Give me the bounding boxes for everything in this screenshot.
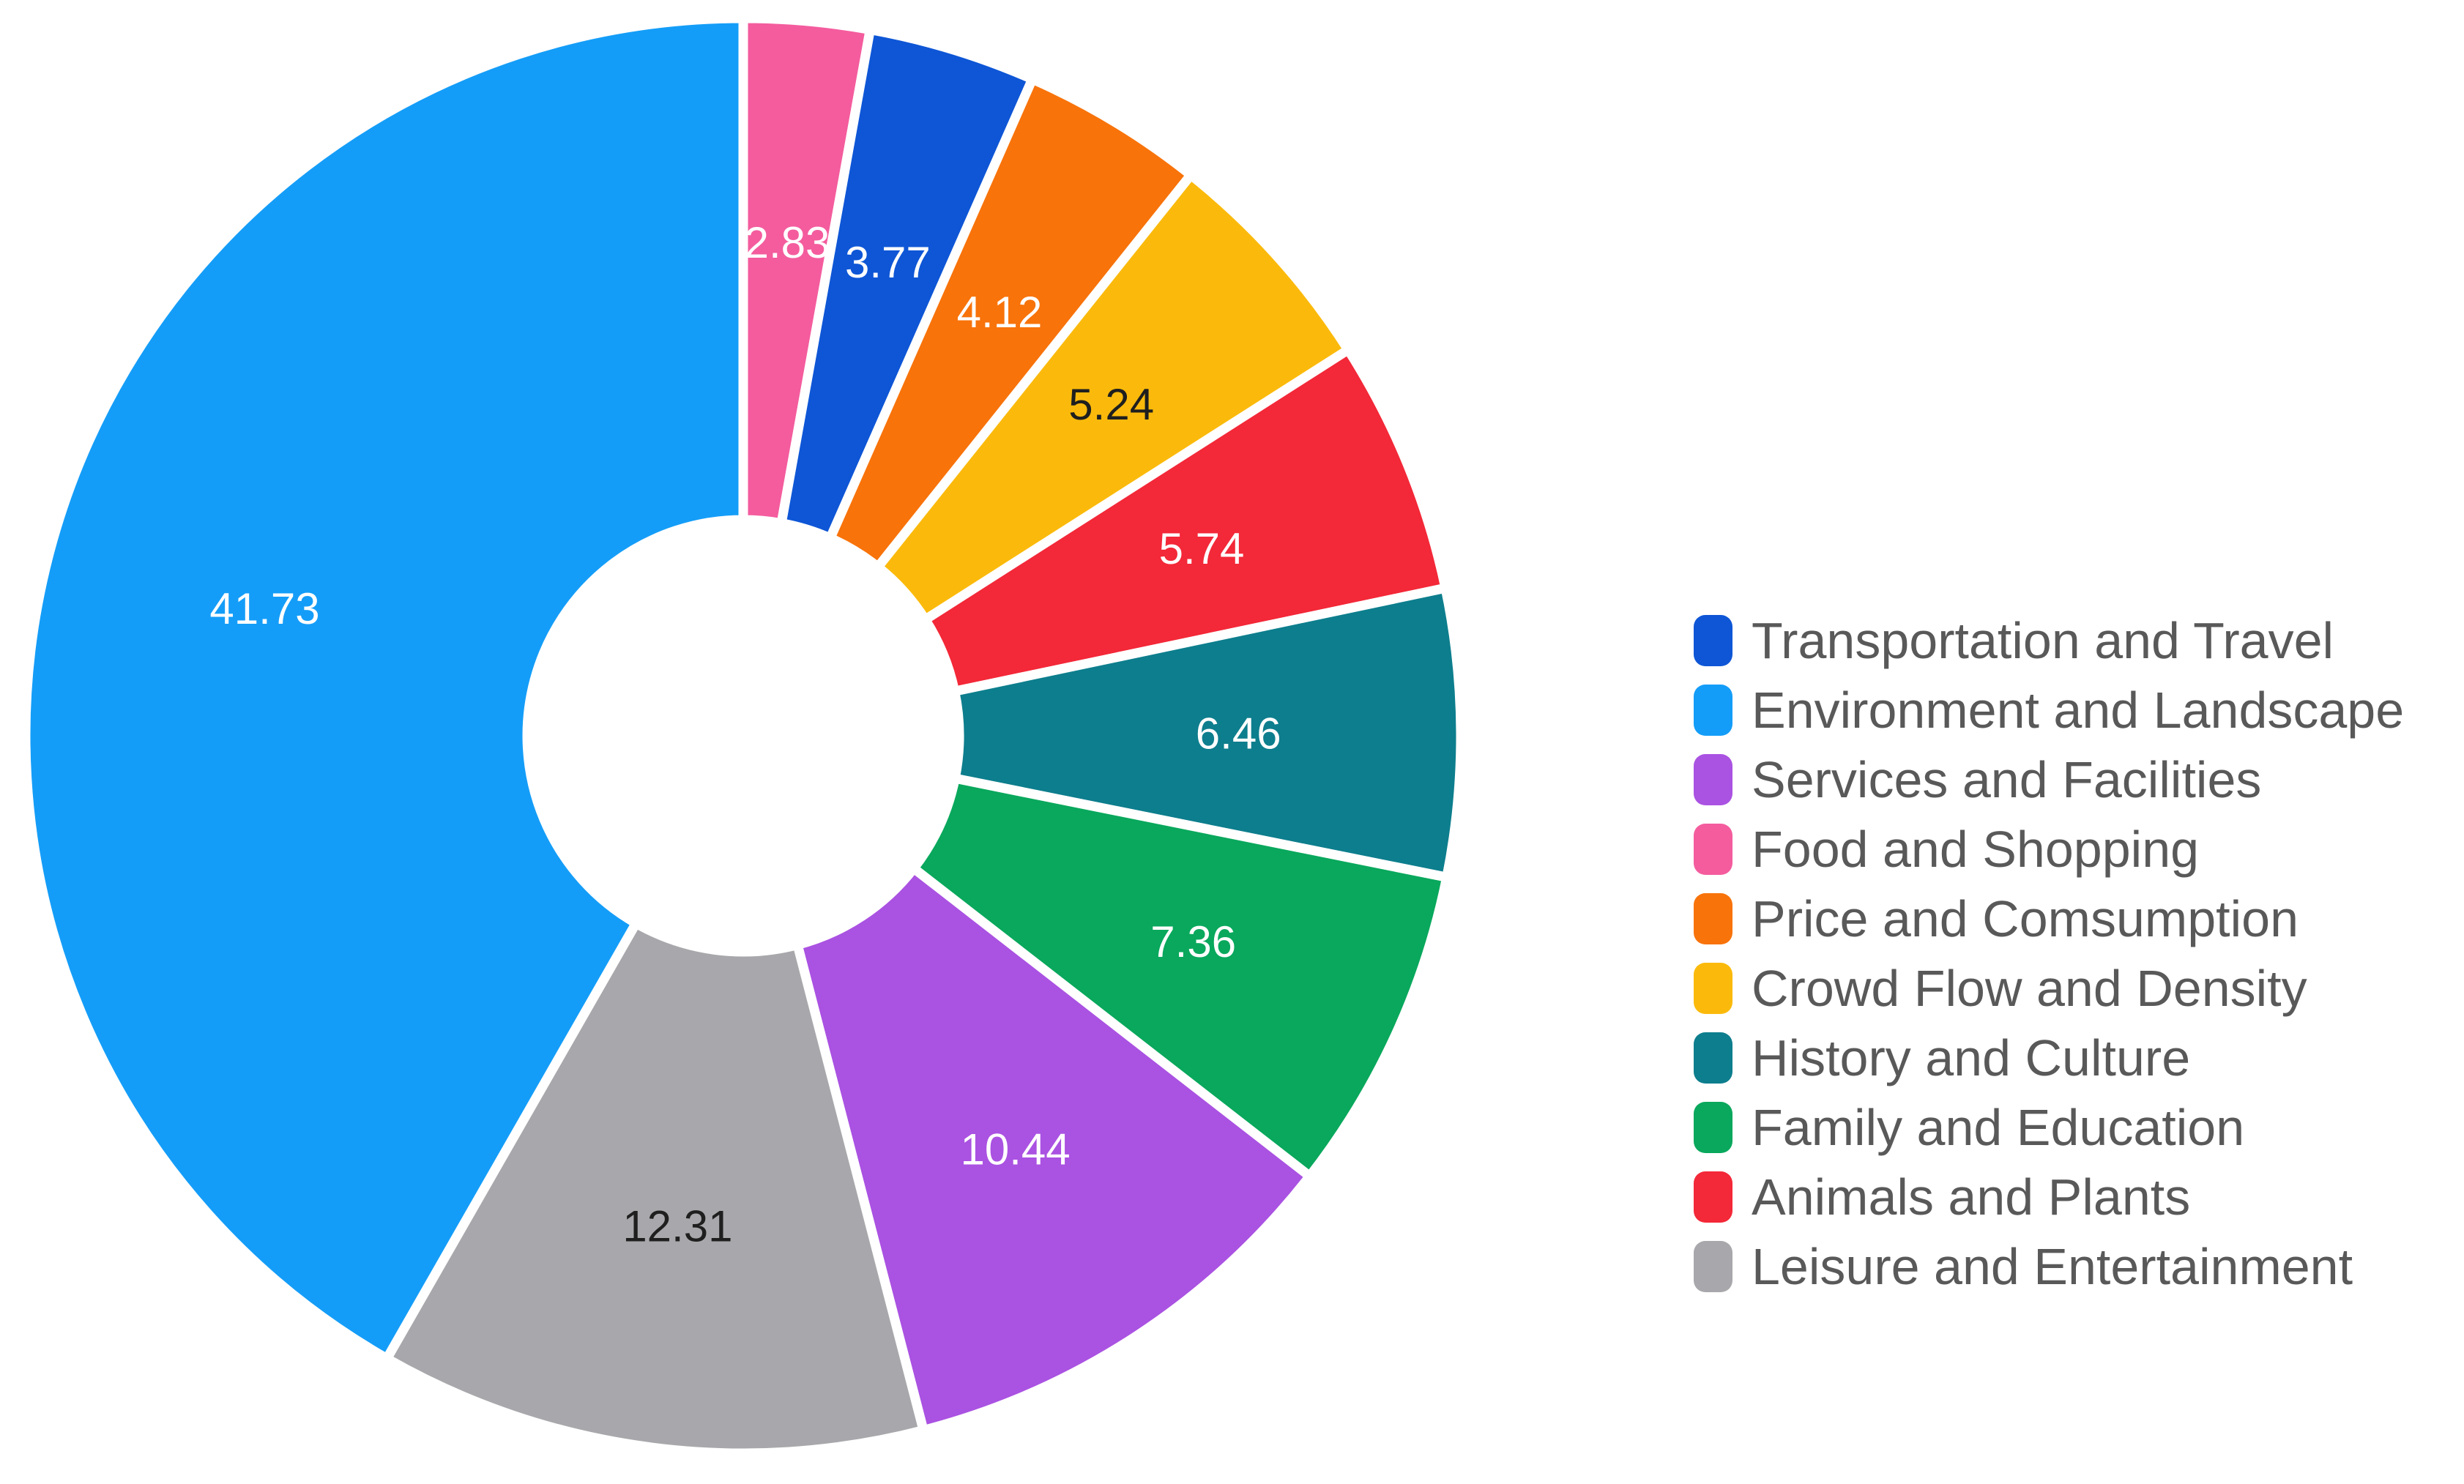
legend-label: History and Culture	[1752, 1029, 2191, 1086]
legend-item-crowd-flow-and-density: Crowd Flow and Density	[1694, 953, 2404, 1023]
legend-item-environment-and-landscape: Environment and Landscape	[1694, 675, 2404, 745]
pie-slice-history-and-culture	[950, 583, 1466, 882]
legend-label: Food and Shopping	[1752, 820, 2200, 878]
pie-slice-animals-and-plants	[920, 345, 1451, 696]
pie-slices	[21, 13, 1466, 1458]
pie-slice-value-label-environment-and-landscape: 41.73	[209, 584, 319, 633]
legend-swatch-animals-and-plants	[1694, 1171, 1732, 1223]
legend-label: Environment and Landscape	[1752, 681, 2405, 739]
legend-item-leisure-and-entertainment: Leisure and Entertainment	[1694, 1231, 2404, 1301]
legend-swatch-services-and-facilities	[1694, 753, 1732, 805]
legend-item-family-and-education: Family and Education	[1694, 1092, 2404, 1162]
pie-slice-environment-and-landscape	[21, 13, 748, 1364]
legend-label: Transportation and Travel	[1752, 611, 2334, 669]
legend-swatch-price-and-comsumption	[1694, 892, 1732, 944]
legend-swatch-crowd-flow-and-density	[1694, 962, 1732, 1014]
legend-item-price-and-comsumption: Price and Comsumption	[1694, 884, 2404, 953]
pie-slice-leisure-and-entertainment	[381, 918, 928, 1458]
pie-slice-value-label-services-and-facilities: 10.44	[961, 1125, 1071, 1174]
pie-slice-value-label-history-and-culture: 6.46	[1196, 709, 1281, 758]
pie-slice-value-label-price-and-comsumption: 4.12	[957, 288, 1043, 337]
legend-item-food-and-shopping: Food and Shopping	[1694, 814, 2404, 884]
pie-slice-value-label-food-and-shopping: 2.83	[745, 218, 830, 267]
legend-swatch-food-and-shopping	[1694, 823, 1732, 875]
legend-item-services-and-facilities: Services and Facilities	[1694, 745, 2404, 814]
pie-labels: 2.83 3.77 4.12 5.24 5.74 6.46 7.36 10.44 12.31 41…	[209, 218, 1281, 1251]
legend: Transportation and Travel Environment and…	[1694, 605, 2404, 1301]
pie-slice-services-and-facilities	[792, 863, 1315, 1436]
pie-slice-crowd-flow-and-density	[873, 170, 1353, 624]
legend-item-history-and-culture: History and Culture	[1694, 1023, 2404, 1092]
legend-label: Leisure and Entertainment	[1752, 1237, 2353, 1295]
legend-label: Services and Facilities	[1752, 750, 2262, 808]
pie-slice-value-label-family-and-education: 7.36	[1150, 917, 1236, 966]
legend-swatch-transportation-and-travel	[1694, 614, 1732, 666]
legend-swatch-environment-and-landscape	[1694, 684, 1732, 736]
legend-swatch-leisure-and-entertainment	[1694, 1240, 1732, 1292]
pie-slice-value-label-crowd-flow-and-density: 5.24	[1068, 380, 1154, 429]
legend-swatch-history-and-culture	[1694, 1032, 1732, 1084]
pie-slice-value-label-leisure-and-entertainment: 12.31	[622, 1202, 732, 1251]
pie-slice-family-and-education	[909, 773, 1452, 1182]
legend-swatch-family-and-education	[1694, 1101, 1732, 1153]
pie-slice-value-label-animals-and-plants: 5.74	[1159, 524, 1245, 573]
legend-item-animals-and-plants: Animals and Plants	[1694, 1162, 2404, 1231]
legend-label: Family and Education	[1752, 1098, 2245, 1156]
legend-item-transportation-and-travel: Transportation and Travel	[1694, 605, 2404, 675]
legend-label: Price and Comsumption	[1752, 890, 2299, 947]
pie-slice-value-label-transportation-and-travel: 3.77	[845, 238, 931, 287]
legend-label: Animals and Plants	[1752, 1168, 2191, 1226]
legend-label: Crowd Flow and Density	[1752, 959, 2307, 1017]
